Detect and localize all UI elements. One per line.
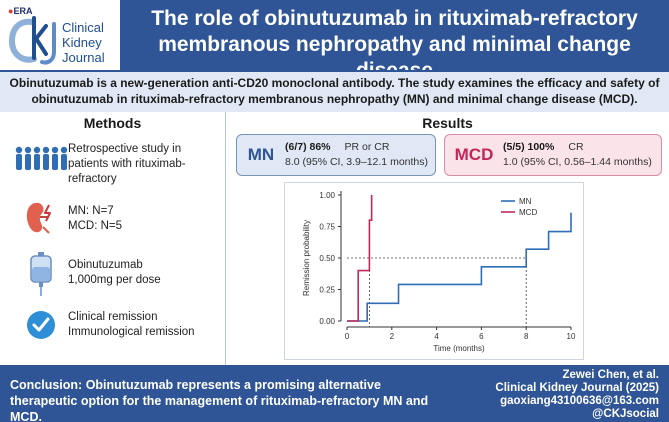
iv-bag-icon [14,252,68,296]
series-line-mn [347,212,572,322]
x-tick-label: 8 [524,332,529,341]
journal-logo: ●ERA Clinical Kidney Journal [0,0,120,70]
method-item-drug: Obinutuzumab 1,000mg per dose [14,252,224,296]
y-tick-label: 0.00 [319,317,335,326]
method-text-study: Retrospective study in patients with rit… [68,143,186,185]
page-title: The role of obinutuzumab in rituximab-re… [120,0,669,82]
y-tick-label: 0.50 [319,254,335,263]
journal-reference: Clinical Kidney Journal (2025) [495,382,659,394]
method-item-study: Retrospective study in patients with rit… [14,142,224,187]
check-circle-icon [14,310,68,340]
x-axis-label: Time (months) [433,344,485,353]
method-item-cohort: MN: N=7 MCD: N=5 [14,197,224,237]
citation: Zewei Chen, et al. Clinical Kidney Journ… [495,369,659,421]
results-panel: Results MN (6/7) 86% PR or CR 8.0 (95% CI… [226,112,669,365]
x-tick-label: 4 [434,332,439,341]
y-tick-label: 1.00 [319,191,335,200]
conclusion-text: Conclusion: Obinutuzumab represents a pr… [10,378,429,422]
method-item-outcome: Clinical remission Immunological remissi… [14,310,224,340]
x-tick-label: 0 [345,332,350,341]
header: ●ERA Clinical Kidney Journal The role of… [0,0,669,82]
remission-chart-svg: 0.00 0.25 0.50 0.75 1.00 0 2 4 6 8 10 Time (months)… [302,191,576,353]
series-line-mcd [347,195,373,322]
mn-tag: MN [247,145,275,164]
footer: Conclusion: Obinutuzumab represents a pr… [0,365,669,422]
contact-email: gaoxiang43100636@163.com [500,395,659,407]
legend-label-mn: MN [519,197,532,206]
social-handle: @CKJsocial [592,408,659,420]
journal-name: Clinical Kidney Journal [62,20,105,65]
method-text-cohort: MN: N=7 MCD: N=5 [68,205,122,232]
mn-result-box: MN (6/7) 86% PR or CR 8.0 (95% CI, 3.9–12… [236,134,436,176]
x-tick-label: 6 [479,332,484,341]
method-text-drug: Obinutuzumab 1,000mg per dose [68,259,161,286]
remission-chart: 0.00 0.25 0.50 0.75 1.00 0 2 4 6 8 10 Time (months)… [284,182,584,360]
x-tick-label: 10 [567,332,576,341]
intro-summary: Obinutuzumab is a new-generation anti-CD… [0,70,669,112]
legend-label-mcd: MCD [519,208,537,217]
x-tick-label: 2 [390,332,395,341]
mcd-tag: MCD [454,145,494,164]
method-text-outcome: Clinical remission Immunological remissi… [68,311,195,338]
y-tick-label: 0.25 [319,286,335,295]
mn-result-text: (6/7) 86% PR or CR 8.0 (95% CI, 3.9–12.1 … [285,141,428,168]
title-line-1: The role of obinutuzumab in rituximab-re… [151,7,638,30]
y-axis-label: Remission probability [302,220,311,296]
people-icon [14,142,68,176]
author: Zewei Chen, et al. [562,369,660,381]
y-tick-label: 0.75 [319,223,335,232]
mcd-result-text: (5/5) 100% CR 1.0 (95% CI, 0.56–1.44 mont… [503,141,652,168]
ckj-logo-icon [8,16,56,65]
kidney-icon [14,197,68,237]
era-label: ●ERA [8,6,33,16]
methods-panel: Methods Retrospective study in patients … [0,112,226,365]
methods-title: Methods [83,115,142,131]
results-title: Results [422,115,473,131]
mcd-result-box: MCD (5/5) 100% CR 1.0 (95% CI, 0.56–1.44 … [444,134,662,176]
